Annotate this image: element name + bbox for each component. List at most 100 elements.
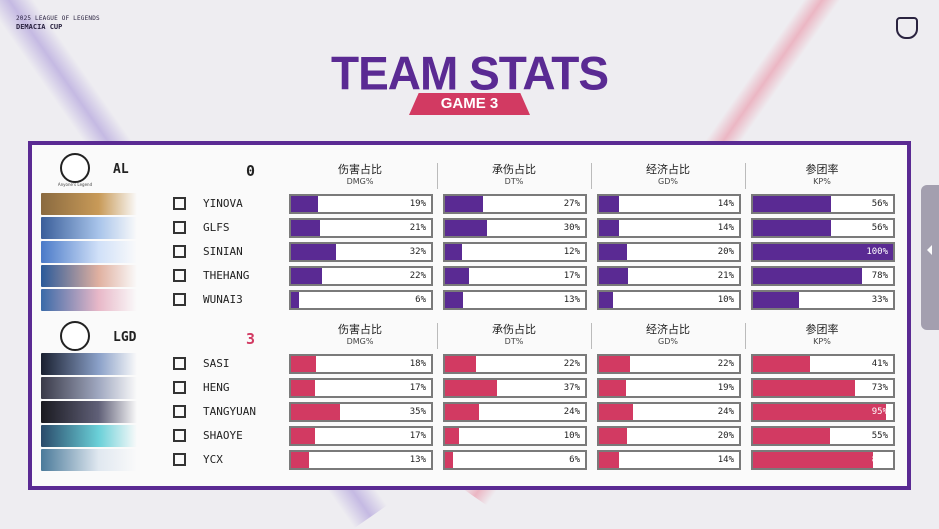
player-name: SHAOYE [203,429,243,442]
column-sublabel: GD% [658,337,678,346]
support-icon [173,293,186,306]
column-label: 承伤占比 [492,323,536,336]
stat-bar: 19% [597,378,741,398]
player-portrait [41,377,137,399]
stat-bar: 20% [597,426,741,446]
stat-bar-fill [753,268,863,284]
stat-bar: 22% [443,354,587,374]
team-logo-icon [60,321,90,351]
stat-value: 13% [409,455,426,465]
stat-value: 21% [717,271,734,281]
stat-bar-fill [445,220,487,236]
stat-bar: 10% [443,426,587,446]
player-name: TANGYUAN [203,405,256,418]
stat-bar-fill [599,428,627,444]
stat-bar: 22% [597,354,741,374]
player-row: SASI 18% 22% 22% 41% [32,352,907,375]
player-name: WUNAI3 [203,293,243,306]
stat-bar-fill [753,292,800,308]
player-portrait [41,217,137,239]
column-divider [437,163,438,189]
stat-bar-fill [291,196,318,212]
stat-bar: 86% [751,450,895,470]
stat-bar: 37% [443,378,587,398]
stat-bar: 17% [289,378,433,398]
stat-value: 41% [871,359,888,369]
player-portrait [41,449,137,471]
stat-value: 17% [409,383,426,393]
event-line1: 2025 LEAGUE OF LEGENDS [16,15,100,22]
stat-value: 30% [563,223,580,233]
column-sublabel: KP% [813,177,831,186]
stat-value: 37% [563,383,580,393]
player-row: YINOVA 19% 27% 14% 56% [32,192,907,215]
stat-value: 18% [409,359,426,369]
player-name: SASI [203,357,230,370]
player-portrait [41,401,137,423]
team-abbr: LGD [113,330,137,345]
column-sublabel: DT% [504,337,524,346]
stat-bar: 78% [751,266,895,286]
stat-bar-fill [445,292,464,308]
stat-value: 95% [871,407,888,417]
stat-bar: 73% [751,378,895,398]
player-name: YINOVA [203,197,243,210]
stat-bar: 100% [751,242,895,262]
stat-value: 19% [717,383,734,393]
support-icon [173,453,186,466]
stat-bar-fill [291,244,336,260]
stat-bar: 95% [751,402,895,422]
side-panel-handle[interactable] [921,185,939,330]
stat-bar: 13% [289,450,433,470]
team-logo-caption: Anyone's Legend [57,182,93,187]
stat-bar-fill [599,220,619,236]
stat-bar-fill [445,268,469,284]
player-portrait [41,193,137,215]
team-logo [42,317,108,355]
stat-bar: 21% [597,266,741,286]
stat-value: 17% [409,431,426,441]
stat-bar-fill [445,404,479,420]
stat-value: 33% [871,295,888,305]
top-icon [173,197,186,210]
stat-value: 22% [717,359,734,369]
column-label: 参团率 [805,163,839,176]
column-header: 承伤占比 DT% [441,324,587,348]
stat-value: 22% [409,271,426,281]
player-portrait [41,241,137,263]
column-header: 参团率 KP% [749,324,895,348]
stat-value: 21% [409,223,426,233]
jungle-icon [173,381,186,394]
column-sublabel: DT% [504,177,524,186]
column-header: 伤害占比 DMG% [287,164,433,188]
stat-value: 32% [409,247,426,257]
stat-bar-fill [445,196,483,212]
player-row: SHAOYE 17% 10% 20% 55% [32,424,907,447]
player-portrait [41,289,137,311]
mid-icon [173,245,186,258]
stat-value: 14% [717,199,734,209]
stat-bar: 10% [597,290,741,310]
stat-bar-fill [291,268,322,284]
stat-bar: 35% [289,402,433,422]
stat-value: 14% [717,455,734,465]
player-row: HENG 17% 37% 19% 73% [32,376,907,399]
column-label: 伤害占比 [338,323,382,336]
stat-bar-fill [445,380,497,396]
stat-bar: 27% [443,194,587,214]
stat-bar-fill [753,196,832,212]
stat-bar: 17% [443,266,587,286]
column-label: 经济占比 [646,323,690,336]
column-sublabel: DMG% [346,337,374,346]
stat-bar: 18% [289,354,433,374]
stat-value: 55% [871,431,888,441]
stat-value: 6% [415,295,426,305]
stat-bar: 24% [443,402,587,422]
column-header: 经济占比 GD% [595,164,741,188]
stat-value: 20% [717,431,734,441]
stat-bar-fill [599,292,613,308]
player-portrait [41,353,137,375]
stat-bar: 41% [751,354,895,374]
stat-value: 17% [563,271,580,281]
stat-bar-fill [599,404,633,420]
